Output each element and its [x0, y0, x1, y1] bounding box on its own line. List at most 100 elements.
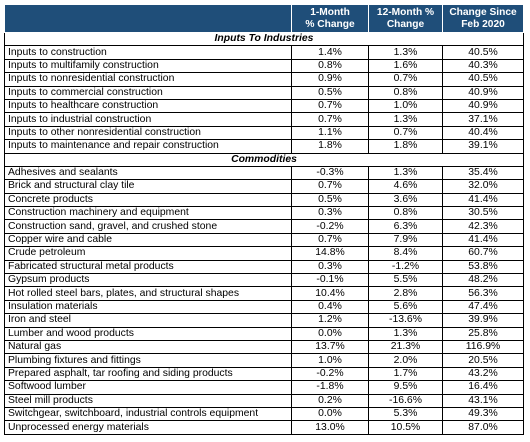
one-month-change: 13.0% — [291, 420, 369, 435]
twelve-month-change: -16.6% — [368, 393, 443, 408]
row-label: Inputs to maintenance and repair constru… — [4, 139, 292, 154]
table-row: Inputs to nonresidential construction 0.9… — [4, 72, 524, 87]
one-month-change: 0.5% — [291, 192, 369, 208]
row-label: Inputs to other nonresidential construct… — [4, 125, 292, 141]
one-month-change: 0.8% — [291, 58, 369, 74]
section-title: Commodities — [4, 152, 524, 167]
one-month-change: 0.7% — [291, 98, 369, 114]
table-row: Unprocessed energy materials 13.0% 10.5% 87… — [4, 420, 524, 435]
one-month-change: 0.9% — [291, 72, 369, 87]
one-month-change: 0.3% — [291, 259, 369, 275]
change-since-feb-2020: 60.7% — [442, 246, 524, 261]
table-row: Natural gas 13.7% 21.3% 116.9% — [4, 339, 524, 355]
section-header-row: Inputs To Industries — [4, 31, 524, 47]
change-since-feb-2020: 40.5% — [442, 72, 524, 87]
one-month-change: -0.3% — [291, 165, 369, 181]
twelve-month-change: 0.8% — [368, 85, 443, 100]
table-row: Inputs to commercial construction 0.5% 0.8… — [4, 85, 524, 100]
table-row: Crude petroleum 14.8% 8.4% 60.7% — [4, 246, 524, 261]
row-label: Softwood lumber — [4, 380, 292, 395]
row-label: Concrete products — [4, 192, 292, 208]
row-label: Prepared asphalt, tar roofing and siding… — [4, 366, 292, 382]
change-since-feb-2020: 47.4% — [442, 299, 524, 315]
one-month-change: 0.3% — [291, 206, 369, 221]
twelve-month-change: 0.7% — [368, 125, 443, 141]
table-row: Softwood lumber -1.8% 9.5% 16.4% — [4, 380, 524, 395]
one-month-change: -0.2% — [291, 366, 369, 382]
change-since-feb-2020: 116.9% — [442, 339, 524, 355]
row-label: Adhesives and sealants — [4, 165, 292, 181]
row-label: Inputs to nonresidential construction — [4, 72, 292, 87]
one-month-change: 0.2% — [291, 393, 369, 408]
section-title: Inputs To Industries — [4, 31, 524, 47]
table-row: Inputs to other nonresidential construct… — [4, 125, 524, 141]
twelve-month-change: 0.7% — [368, 72, 443, 87]
one-month-change: 1.1% — [291, 125, 369, 141]
row-label: Iron and steel — [4, 313, 292, 328]
row-label: Construction sand, gravel, and crushed s… — [4, 219, 292, 234]
row-label: Inputs to construction — [4, 45, 292, 60]
change-since-feb-2020: 49.3% — [442, 406, 524, 422]
table-row: Inputs to healthcare construction 0.7% 1.0… — [4, 98, 524, 114]
change-since-feb-2020: 40.5% — [442, 45, 524, 60]
row-label: Inputs to industrial construction — [4, 112, 292, 127]
change-since-feb-2020: 39.9% — [442, 313, 524, 328]
twelve-month-change: 5.5% — [368, 273, 443, 288]
twelve-month-change: 8.4% — [368, 246, 443, 261]
header-blank-cell — [4, 4, 292, 33]
header-row: 1-Month % Change 12-Month % Change Chang… — [4, 4, 524, 33]
table-row: Brick and structural clay tile 0.7% 4.6% 32… — [4, 179, 524, 194]
twelve-month-change: 2.0% — [368, 353, 443, 368]
change-since-feb-2020: 32.0% — [442, 179, 524, 194]
change-since-feb-2020: 40.9% — [442, 98, 524, 114]
table-row: Switchgear, switchboard, industrial cont… — [4, 406, 524, 422]
change-since-feb-2020: 43.2% — [442, 366, 524, 382]
change-since-feb-2020: 37.1% — [442, 112, 524, 127]
twelve-month-change: -13.6% — [368, 313, 443, 328]
row-label: Lumber and wood products — [4, 326, 292, 341]
twelve-month-change: 1.0% — [368, 98, 443, 114]
one-month-change: 0.4% — [291, 299, 369, 315]
row-label: Unprocessed energy materials — [4, 420, 292, 435]
twelve-month-change: 2.8% — [368, 286, 443, 301]
row-label: Gypsum products — [4, 273, 292, 288]
twelve-month-change: 5.6% — [368, 299, 443, 315]
row-label: Crude petroleum — [4, 246, 292, 261]
header-1-month-text: 1-Month % Change — [305, 6, 355, 30]
twelve-month-change: 1.6% — [368, 58, 443, 74]
row-label: Natural gas — [4, 339, 292, 355]
twelve-month-change: 4.6% — [368, 179, 443, 194]
twelve-month-change: 21.3% — [368, 339, 443, 355]
one-month-change: 0.0% — [291, 406, 369, 422]
table-row: Iron and steel 1.2% -13.6% 39.9% — [4, 313, 524, 328]
change-since-feb-2020: 40.4% — [442, 125, 524, 141]
change-since-feb-2020: 40.9% — [442, 85, 524, 100]
row-label: Insulation materials — [4, 299, 292, 315]
one-month-change: 0.5% — [291, 85, 369, 100]
one-month-change: -0.2% — [291, 219, 369, 234]
change-since-feb-2020: 43.1% — [442, 393, 524, 408]
twelve-month-change: 0.8% — [368, 206, 443, 221]
row-label: Copper wire and cable — [4, 232, 292, 248]
table-row: Inputs to multifamily construction 0.8% 1.… — [4, 58, 524, 74]
row-label: Plumbing fixtures and fittings — [4, 353, 292, 368]
one-month-change: 13.7% — [291, 339, 369, 355]
change-since-feb-2020: 35.4% — [442, 165, 524, 181]
twelve-month-change: -1.2% — [368, 259, 443, 275]
change-since-feb-2020: 16.4% — [442, 380, 524, 395]
table-row: Concrete products 0.5% 3.6% 41.4% — [4, 192, 524, 208]
table-row: Inputs to industrial construction 0.7% 1.3… — [4, 112, 524, 127]
table-row: Fabricated structural metal products 0.3%… — [4, 259, 524, 275]
one-month-change: -0.1% — [291, 273, 369, 288]
twelve-month-change: 1.3% — [368, 326, 443, 341]
table-row: Construction sand, gravel, and crushed s… — [4, 219, 524, 234]
change-since-feb-2020: 25.8% — [442, 326, 524, 341]
one-month-change: 1.8% — [291, 139, 369, 154]
one-month-change: 1.0% — [291, 353, 369, 368]
twelve-month-change: 6.3% — [368, 219, 443, 234]
change-since-feb-2020: 30.5% — [442, 206, 524, 221]
change-since-feb-2020: 41.4% — [442, 232, 524, 248]
twelve-month-change: 5.3% — [368, 406, 443, 422]
table-row: Inputs to construction 1.4% 1.3% 40.5% — [4, 45, 524, 60]
ppi-table: 1-Month % Change 12-Month % Change Chang… — [4, 4, 524, 435]
